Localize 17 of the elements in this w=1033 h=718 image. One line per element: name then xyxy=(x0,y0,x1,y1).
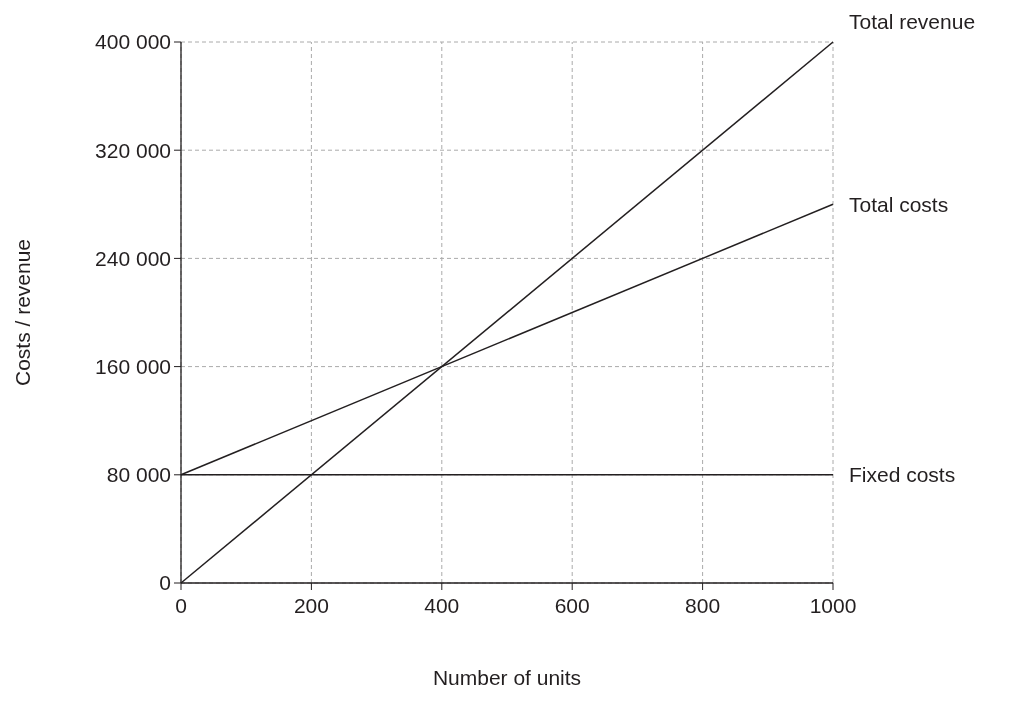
series-label: Total revenue xyxy=(849,10,976,34)
y-tick-label: 320 000 xyxy=(95,138,171,162)
x-tick-label: 600 xyxy=(554,594,590,617)
y-tick-label: 400 000 xyxy=(95,30,171,54)
y-tick-label: 0 xyxy=(159,571,171,595)
series-label: Fixed costs xyxy=(849,463,956,487)
y-tick-label: 160 000 xyxy=(95,354,171,378)
x-tick-label: 200 xyxy=(293,594,329,617)
y-tick-label: 240 000 xyxy=(95,246,171,270)
y-axis-title: Costs / revenue xyxy=(11,238,34,387)
x-axis-title: Number of units xyxy=(432,666,582,689)
x-tick-label: 800 xyxy=(685,594,721,617)
x-tick-label: 1000 xyxy=(809,594,857,617)
x-tick-label: 400 xyxy=(424,594,460,617)
y-tick-label: 80 000 xyxy=(106,463,171,487)
series-label: Total costs xyxy=(849,192,949,216)
x-tick-label: 0 xyxy=(175,594,187,617)
